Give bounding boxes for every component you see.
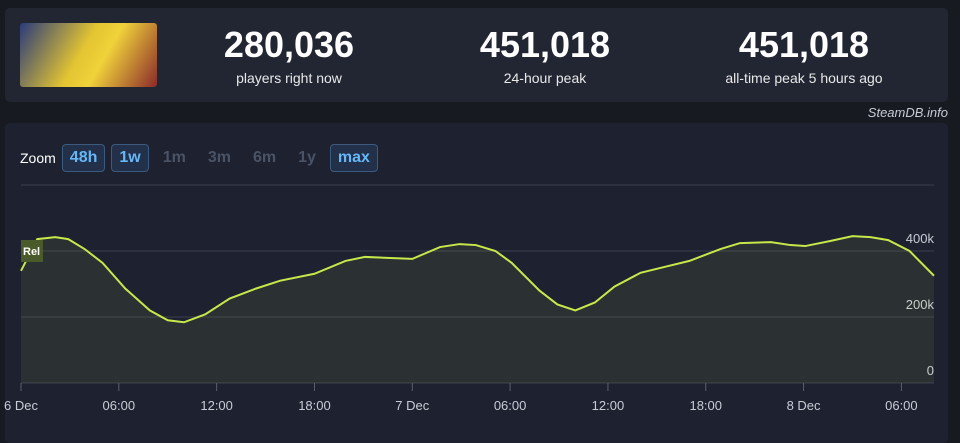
credit: SteamDB.info xyxy=(867,105,948,120)
x-tick-label: 8 Dec xyxy=(787,398,821,413)
annotation-flag xyxy=(21,240,43,262)
chart-panel xyxy=(5,123,948,443)
stat: 451,018 all-time peak 5 hours ago xyxy=(684,24,924,86)
stat-value: 451,018 xyxy=(479,24,611,65)
x-tick-label: 12:00 xyxy=(200,398,233,413)
x-tick-label: 6 Dec xyxy=(4,398,38,413)
chart: 0 200k 400k 6 Dec 06:00 12:00 18:00 7 Dec 06:00 1… xyxy=(4,184,935,413)
stat-value: 451,018 xyxy=(738,24,870,65)
zoom-button[interactable]: max xyxy=(329,144,378,172)
x-tick-label: 06:00 xyxy=(494,398,527,413)
y-tick-label: 200k xyxy=(906,297,935,312)
game-logo xyxy=(20,23,157,87)
x-tick-label: 18:00 xyxy=(298,398,331,413)
stat-label: all-time peak 5 hours ago xyxy=(725,70,883,86)
stat-label: 24-hour peak xyxy=(503,70,587,86)
x-tick-label: 7 Dec xyxy=(395,398,429,413)
stat-label: players right now xyxy=(236,70,342,86)
zoom-button[interactable]: 6m xyxy=(252,149,277,166)
zoom-button[interactable]: 3m xyxy=(207,149,231,166)
y-tick-label: 0 xyxy=(927,363,934,378)
stat: 451,018 24-hour peak xyxy=(425,24,665,86)
annotation-text: Rel xyxy=(23,246,40,258)
y-tick-label: 400k xyxy=(906,231,935,246)
page: 280,036 players right now 451,018 24-hour … xyxy=(4,8,948,443)
zoom-label: Zoom xyxy=(20,150,56,166)
x-tick-label: 18:00 xyxy=(689,398,722,413)
stat-value: 280,036 xyxy=(223,24,355,65)
x-tick-label: 06:00 xyxy=(103,398,136,413)
stats-panel: 280,036 players right now 451,018 24-hour … xyxy=(5,8,948,102)
zoom-button[interactable]: 1m xyxy=(162,149,186,166)
line xyxy=(20,235,935,324)
stat: 280,036 players right now xyxy=(169,24,409,86)
x-tick-label: 06:00 xyxy=(885,398,918,413)
zoom-bar: Zoom 48h 1w 1m 3m 6m 1y max xyxy=(20,144,378,172)
area xyxy=(21,236,934,383)
x-tick-label: 12:00 xyxy=(592,398,625,413)
zoom-button[interactable]: 48h xyxy=(61,144,106,172)
zoom-button[interactable]: 1w xyxy=(111,144,149,172)
zoom-button[interactable]: 1y xyxy=(298,149,316,166)
